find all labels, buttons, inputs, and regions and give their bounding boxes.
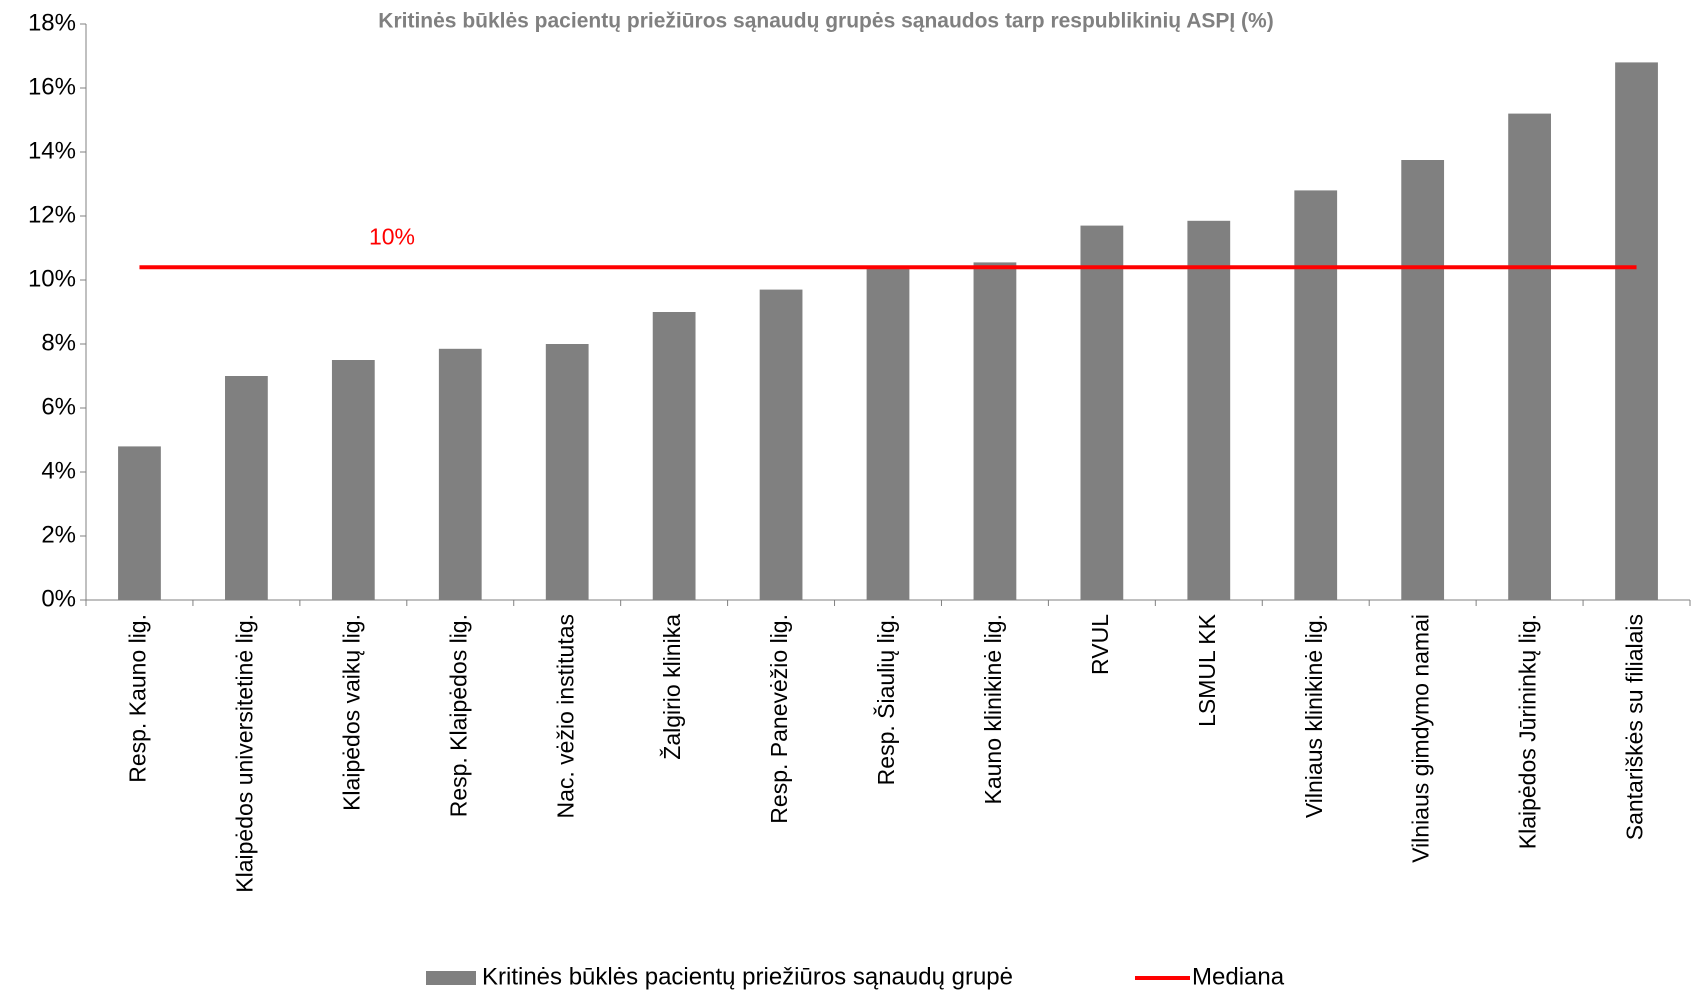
x-tick-label: LSMUL KK <box>1194 613 1220 727</box>
bar <box>866 267 910 600</box>
legend-label: Mediana <box>1192 963 1285 990</box>
bar <box>1080 225 1124 600</box>
bar <box>545 344 589 600</box>
chart-title: Kritinės būklės pacientų priežiūros sąna… <box>378 10 1273 33</box>
y-tick-label: 10% <box>28 265 76 292</box>
x-tick-label: Klaipėdos vaikų lig. <box>338 614 364 811</box>
bar <box>438 348 482 600</box>
x-tick-label: Klaipėdos Jūrininkų lig. <box>1515 614 1541 849</box>
y-tick-label: 2% <box>41 521 76 548</box>
y-tick-label: 18% <box>28 9 76 36</box>
x-tick-label: Vilniaus gimdymo namai <box>1408 614 1434 863</box>
y-tick-label: 16% <box>28 73 76 100</box>
x-tick-label: Resp. Panevėžio lig. <box>766 614 792 824</box>
bar <box>1294 190 1338 600</box>
x-tick-label: Kauno klinikinė lig. <box>980 614 1006 805</box>
y-tick-label: 8% <box>41 329 76 356</box>
y-tick-label: 6% <box>41 393 76 420</box>
legend-swatch <box>426 971 476 985</box>
y-tick-label: 12% <box>28 201 76 228</box>
bar <box>331 360 375 600</box>
bar <box>973 262 1017 600</box>
bar <box>1401 160 1445 600</box>
bar <box>652 312 696 600</box>
x-tick-label: Klaipėdos universitetinė lig. <box>231 614 257 893</box>
x-tick-label: Santariškės su filialais <box>1622 614 1648 840</box>
bar <box>759 289 803 600</box>
bar <box>225 376 268 600</box>
bar <box>1187 220 1231 601</box>
legend-label: Kritinės būklės pacientų priežiūros sąna… <box>482 963 1013 990</box>
x-tick-label: Vilniaus klinikinė lig. <box>1301 614 1327 818</box>
x-tick-label: Resp. Šiaulių lig. <box>872 614 899 785</box>
bar <box>1615 62 1658 600</box>
y-tick-label: 0% <box>41 585 76 612</box>
x-tick-label: Resp. Klaipėdos lig. <box>445 614 471 817</box>
y-tick-label: 14% <box>28 137 76 164</box>
bar <box>1508 113 1551 600</box>
x-tick-label: Resp. Kauno lig. <box>125 614 151 783</box>
bar <box>118 446 161 600</box>
y-tick-label: 4% <box>41 457 76 484</box>
x-tick-label: RVUL <box>1087 614 1113 675</box>
median-label: 10% <box>369 223 415 249</box>
x-tick-label: Žalgirio klinika <box>659 614 685 760</box>
x-tick-label: Nac. vėžio institutas <box>552 614 578 819</box>
